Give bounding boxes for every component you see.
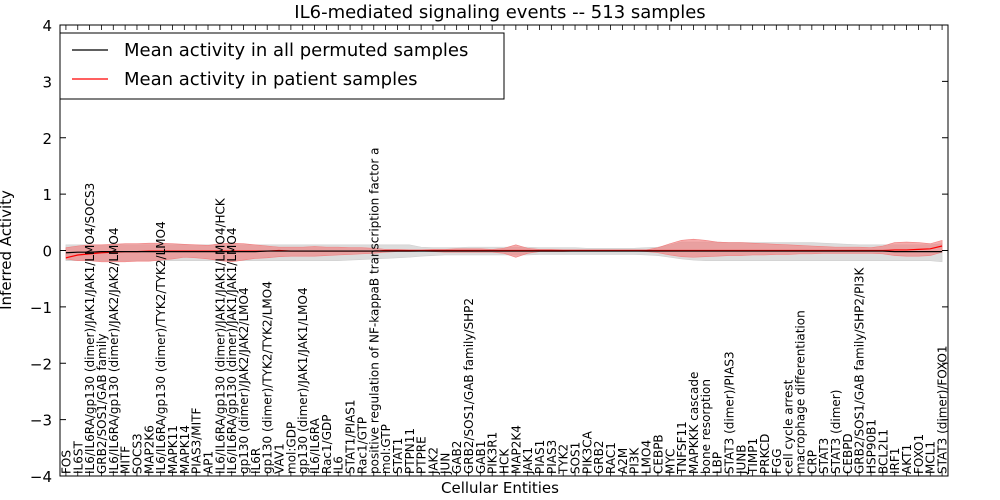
- x-tick-label: bone resorption: [699, 379, 713, 474]
- x-tick-label: IL6/IL6RA/gp130 (dimer)/JAK1/JAK1/LMO4/S…: [83, 183, 97, 474]
- x-tick-label: PRKCD: [758, 434, 772, 474]
- x-tick-label: cell cycle arrest: [782, 379, 796, 474]
- x-tick-label: IL6/IL6RA/gp130 (dimer)/JAK1/JAK1/LMO4/H…: [213, 197, 227, 474]
- x-tick-label: IL6/IL6RA/gp130 (dimer)/JAK1/JAK1/LMO4: [225, 228, 239, 474]
- x-tick-label: STAT1/PIAS1: [344, 399, 358, 474]
- x-tick-label: IL6/IL6RA/gp130 (dimer)/JAK2/JAK2/LMO4: [107, 228, 121, 474]
- legend-permuted-label: Mean activity in all permuted samples: [124, 40, 468, 61]
- x-tick-label: FOS: [59, 450, 73, 474]
- line-permuted: [65, 250, 943, 254]
- x-tick-label: JUN: [438, 453, 452, 475]
- x-tick-label: STAT3 (dimer)/FOXO1: [936, 345, 950, 474]
- x-tick-label: mol:GTP: [379, 424, 393, 474]
- x-tick-label: GRB2/SOS1/GAB family/SHP2: [462, 298, 476, 474]
- y-axis-label: Inferred Activity: [0, 190, 15, 310]
- x-tick-label: JAK1: [521, 447, 535, 475]
- y-tick-label: 2: [42, 130, 52, 148]
- x-tick-label: IL6: [332, 456, 346, 474]
- x-tick-label: BCL2L1: [876, 429, 890, 474]
- x-tick-label: gp130 (dimer)/JAK1/JAK1/LMO4: [296, 287, 310, 474]
- x-tick-label: GAB1: [474, 441, 488, 474]
- x-tick-label: SOS1: [569, 442, 583, 474]
- y-tick-labels: −4 −3 −2 −1 0 1 2 3 4: [30, 17, 52, 486]
- x-axis-label: Cellular Entities: [441, 479, 559, 497]
- x-tick-label: LMO4: [640, 440, 654, 474]
- x-tick-label: MAPK14: [178, 425, 192, 474]
- series-lines: [65, 245, 943, 259]
- x-tick-label: GRB2: [592, 440, 606, 474]
- x-tick-label: PI3K: [628, 447, 642, 474]
- x-tick-label: MAPKKK cascade: [687, 372, 701, 474]
- x-tick-label: FOXO1: [912, 434, 926, 474]
- x-tick-label: CRP: [805, 450, 819, 474]
- x-tick-label: GAB2: [450, 441, 464, 474]
- x-tick-label: Rac1/GTP: [355, 417, 369, 474]
- x-tick-label: JAK2: [426, 447, 440, 475]
- x-tick-label: STAT1: [391, 438, 405, 474]
- x-tick-label: PIAS1: [533, 440, 547, 474]
- x-tick-label: MYC: [663, 449, 677, 474]
- x-tick-label: IRF1: [888, 448, 902, 474]
- x-tick-label: STAT3 (dimer): [829, 390, 843, 474]
- y-tick-label: −4: [30, 468, 52, 486]
- x-tick-label: IL6/IL6RA/gp130 (dimer)/TYK2/TYK2/LMO4: [154, 221, 168, 474]
- x-tick-label: FGG: [770, 449, 784, 475]
- x-tick-label: gp130 (dimer)/JAK2/JAK2/LMO4: [237, 287, 251, 474]
- x-tick-label: A2M: [616, 448, 630, 474]
- y-tick-label: 1: [42, 186, 52, 204]
- chart-title: IL6-mediated signaling events -- 513 sam…: [294, 2, 705, 23]
- x-tick-label: gp130 (dimer)/TYK2/TYK2/LMO4: [261, 281, 275, 474]
- x-tick-label: mol:GDP: [284, 422, 298, 474]
- x-tick-label: JUNB: [734, 444, 748, 475]
- y-tick-label: −1: [30, 299, 52, 317]
- x-tick-label: IL6/IL6RA: [308, 417, 322, 474]
- x-tick-label: RAC1: [604, 442, 618, 474]
- x-tick-label: MAP2K4: [509, 425, 523, 474]
- x-tick-label: IL6ST: [71, 441, 85, 474]
- x-tick-label: PIK3CA: [580, 430, 594, 474]
- legend-patient-label: Mean activity in patient samples: [124, 69, 418, 90]
- plot-frame: [59, 24, 949, 477]
- y-tick-label: 3: [42, 73, 52, 91]
- y-tick-label: 4: [42, 17, 52, 35]
- x-tick-label: CEBPB: [651, 434, 665, 474]
- x-tick-label: TYK2: [557, 444, 571, 475]
- x-tick-label: Rac1/GDP: [320, 415, 334, 474]
- x-tick-label: CEBPD: [841, 433, 855, 474]
- x-tick-label: HSP90B1: [865, 419, 879, 474]
- x-tick-label: AP1: [202, 451, 216, 474]
- x-tick-label: AKT1: [900, 444, 914, 474]
- x-tick-label: PIAS3/MITF: [190, 407, 204, 474]
- y-tick-label: −2: [30, 355, 52, 373]
- x-tick-label: STAT3 (dimer)/PIAS3: [722, 351, 736, 474]
- x-tick-label: positive regulation of NF-kappaB transcr…: [367, 148, 381, 474]
- x-tick-label: GRB2/SOS1/GAB family: [95, 334, 109, 475]
- legend-box: [59, 32, 505, 100]
- x-tick-label: PTPN11: [403, 428, 417, 474]
- y-tick-label: 0: [42, 243, 52, 261]
- x-tick-label: HCK: [498, 448, 512, 474]
- x-tick-label: PTPRE: [415, 436, 429, 474]
- y-tick-label: −3: [30, 412, 52, 430]
- x-tick-label: GRB2/SOS1/GAB family/SHP2/PI3K: [853, 266, 867, 474]
- x-tick-label: IL6R: [249, 448, 263, 474]
- x-tick-label: MITF: [119, 446, 133, 474]
- x-tick-label: TIMP1: [746, 438, 760, 475]
- x-tick-label: MAPK11: [166, 425, 180, 474]
- x-tick-label: LBP: [711, 452, 725, 474]
- x-tick-label: PIK3R1: [486, 432, 500, 474]
- legend: Mean activity in all permuted samples Me…: [59, 32, 505, 100]
- x-tick-label: PIAS3: [545, 440, 559, 474]
- x-tick-label: VAV1: [273, 443, 287, 474]
- x-tick-label: macrophage differentiation: [794, 310, 808, 474]
- x-tick-label: SOCS3: [130, 433, 144, 474]
- x-tick-label: STAT3: [817, 438, 831, 474]
- x-tick-label: MCL1: [924, 441, 938, 474]
- x-tick-label: TNFSF11: [675, 421, 689, 475]
- x-tick-label: MAP2K6: [142, 425, 156, 474]
